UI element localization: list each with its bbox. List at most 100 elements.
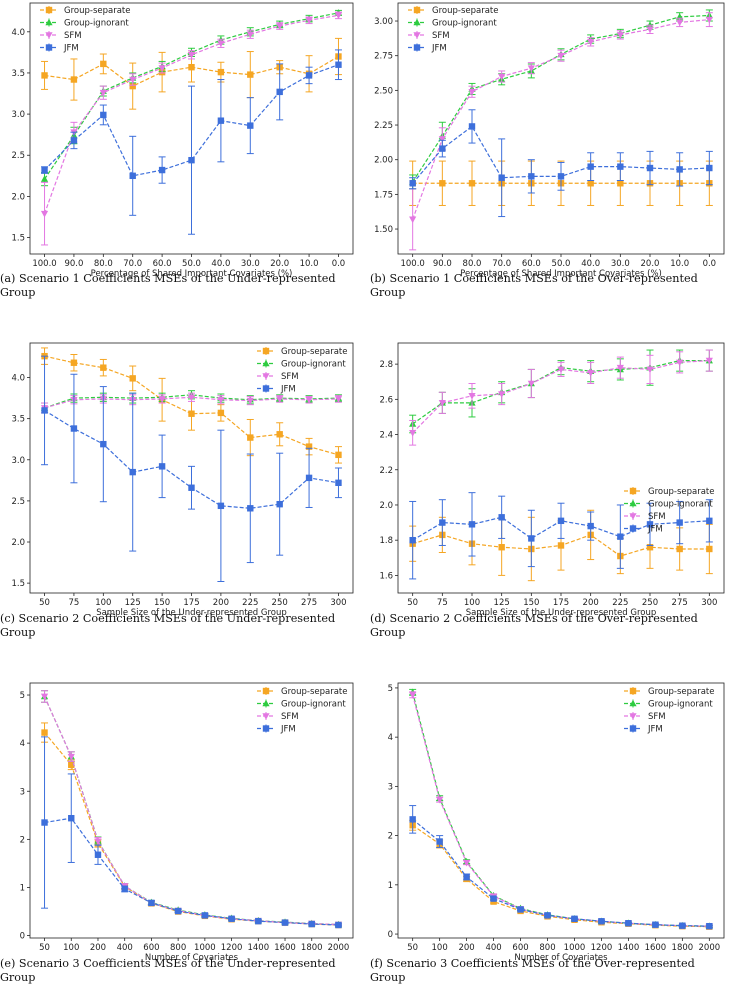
- y-tick-label: 1: [20, 883, 25, 893]
- data-point: [276, 23, 284, 30]
- x-tick-label: 1400: [247, 943, 269, 953]
- data-point: [100, 111, 107, 119]
- x-tick-label: 1600: [274, 943, 296, 953]
- x-tick-label: 150: [154, 598, 170, 608]
- data-point: [276, 396, 284, 403]
- data-point: [68, 761, 75, 768]
- x-tick-label: 1000: [194, 943, 216, 953]
- data-point: [305, 474, 313, 482]
- y-tick-label: 0: [20, 932, 25, 942]
- x-tick-label: 250: [642, 598, 658, 608]
- legend-marker: [629, 499, 637, 507]
- x-tick-label: 70.0: [123, 259, 142, 269]
- data-point: [276, 500, 283, 508]
- legend-marker: [45, 32, 53, 39]
- data-point: [468, 180, 476, 187]
- legend: Group-separate Group-ignorant SFM JFM: [624, 687, 714, 735]
- data-point: [587, 370, 595, 377]
- data-point: [409, 536, 416, 544]
- data-point: [463, 873, 470, 881]
- legend-label: SFM: [281, 712, 299, 722]
- legend-label: JFM: [280, 725, 296, 735]
- data-point: [334, 12, 343, 20]
- legend-label: Group-separate: [648, 487, 714, 497]
- data-point: [148, 899, 155, 907]
- data-point: [158, 396, 166, 403]
- series-jfm: [41, 736, 342, 929]
- series-sfm: [409, 12, 713, 251]
- series-line: [412, 360, 710, 434]
- legend-label: SFM: [281, 372, 299, 382]
- data-point: [188, 63, 195, 71]
- legend-marker: [262, 713, 270, 720]
- data-point: [100, 60, 107, 68]
- legend-label: Group-ignorant: [648, 500, 713, 510]
- data-point: [188, 156, 195, 164]
- series-jfm: [409, 805, 713, 930]
- data-point: [463, 859, 471, 867]
- data-point: [527, 65, 535, 72]
- series-line: [44, 355, 339, 456]
- data-point: [158, 463, 166, 470]
- series-line: [44, 396, 339, 409]
- series-group-separate: [41, 722, 342, 929]
- y-tick-label: 3: [20, 787, 25, 797]
- x-tick-label: 60.0: [153, 259, 172, 269]
- data-point: [438, 400, 446, 407]
- data-point: [468, 88, 476, 96]
- data-point: [409, 216, 417, 224]
- data-point: [439, 180, 446, 187]
- legend-label: Group-ignorant: [64, 19, 129, 29]
- x-tick-label: 175: [553, 598, 569, 608]
- data-point: [40, 693, 49, 701]
- caption-line-2: Group: [370, 971, 405, 984]
- x-axis-label: Percentage of Shared Important Covariate…: [460, 269, 662, 279]
- data-point: [646, 164, 654, 172]
- data-point: [587, 180, 594, 187]
- legend-label: Group-separate: [64, 6, 130, 16]
- data-point: [217, 502, 225, 510]
- x-tick-label: 30.0: [241, 259, 260, 269]
- caption-line-1: (e) Scenario 3 Coefficients MSEs of the …: [0, 957, 336, 970]
- x-tick-label: 50: [407, 943, 418, 953]
- data-point: [706, 922, 713, 930]
- data-point: [625, 920, 632, 927]
- data-point: [706, 545, 713, 553]
- data-point: [305, 72, 313, 79]
- x-tick-label: 50: [39, 943, 50, 953]
- data-point: [705, 357, 713, 365]
- x-tick-label: 200: [583, 598, 599, 608]
- x-tick-label: 10.0: [300, 259, 319, 269]
- legend-marker: [413, 6, 421, 14]
- legend-label: SFM: [648, 512, 666, 522]
- data-point: [409, 692, 417, 699]
- y-tick-label: 2.8: [379, 360, 393, 370]
- x-tick-label: 250: [272, 598, 288, 608]
- series-line: [412, 694, 710, 927]
- x-axis-label: Sample Size of the Under-represented Gro…: [96, 608, 287, 618]
- legend-label: SFM: [648, 712, 666, 722]
- x-tick-label: 600: [143, 943, 159, 953]
- y-tick-label: 2: [20, 835, 25, 845]
- data-point: [617, 163, 624, 170]
- x-tick-label: 1000: [564, 943, 586, 953]
- y-tick-label: 4.0: [11, 374, 25, 384]
- x-tick-label: 175: [183, 598, 199, 608]
- data-point: [409, 180, 416, 187]
- legend-marker: [262, 385, 270, 392]
- x-tick-label: 125: [494, 598, 510, 608]
- data-point: [70, 425, 78, 432]
- caption-line-1: (f) Scenario 3 Coefficients MSEs of the …: [370, 957, 695, 970]
- data-point: [41, 819, 48, 826]
- data-point: [129, 172, 136, 180]
- data-point: [646, 26, 654, 34]
- data-point: [498, 514, 505, 521]
- x-tick-label: 400: [117, 943, 133, 953]
- series-sfm: [409, 349, 713, 446]
- y-tick-label: 3.00: [374, 17, 393, 27]
- data-point: [468, 123, 476, 130]
- y-tick-label: 2.2: [379, 466, 393, 476]
- data-point: [68, 814, 75, 822]
- x-tick-label: 150: [523, 598, 539, 608]
